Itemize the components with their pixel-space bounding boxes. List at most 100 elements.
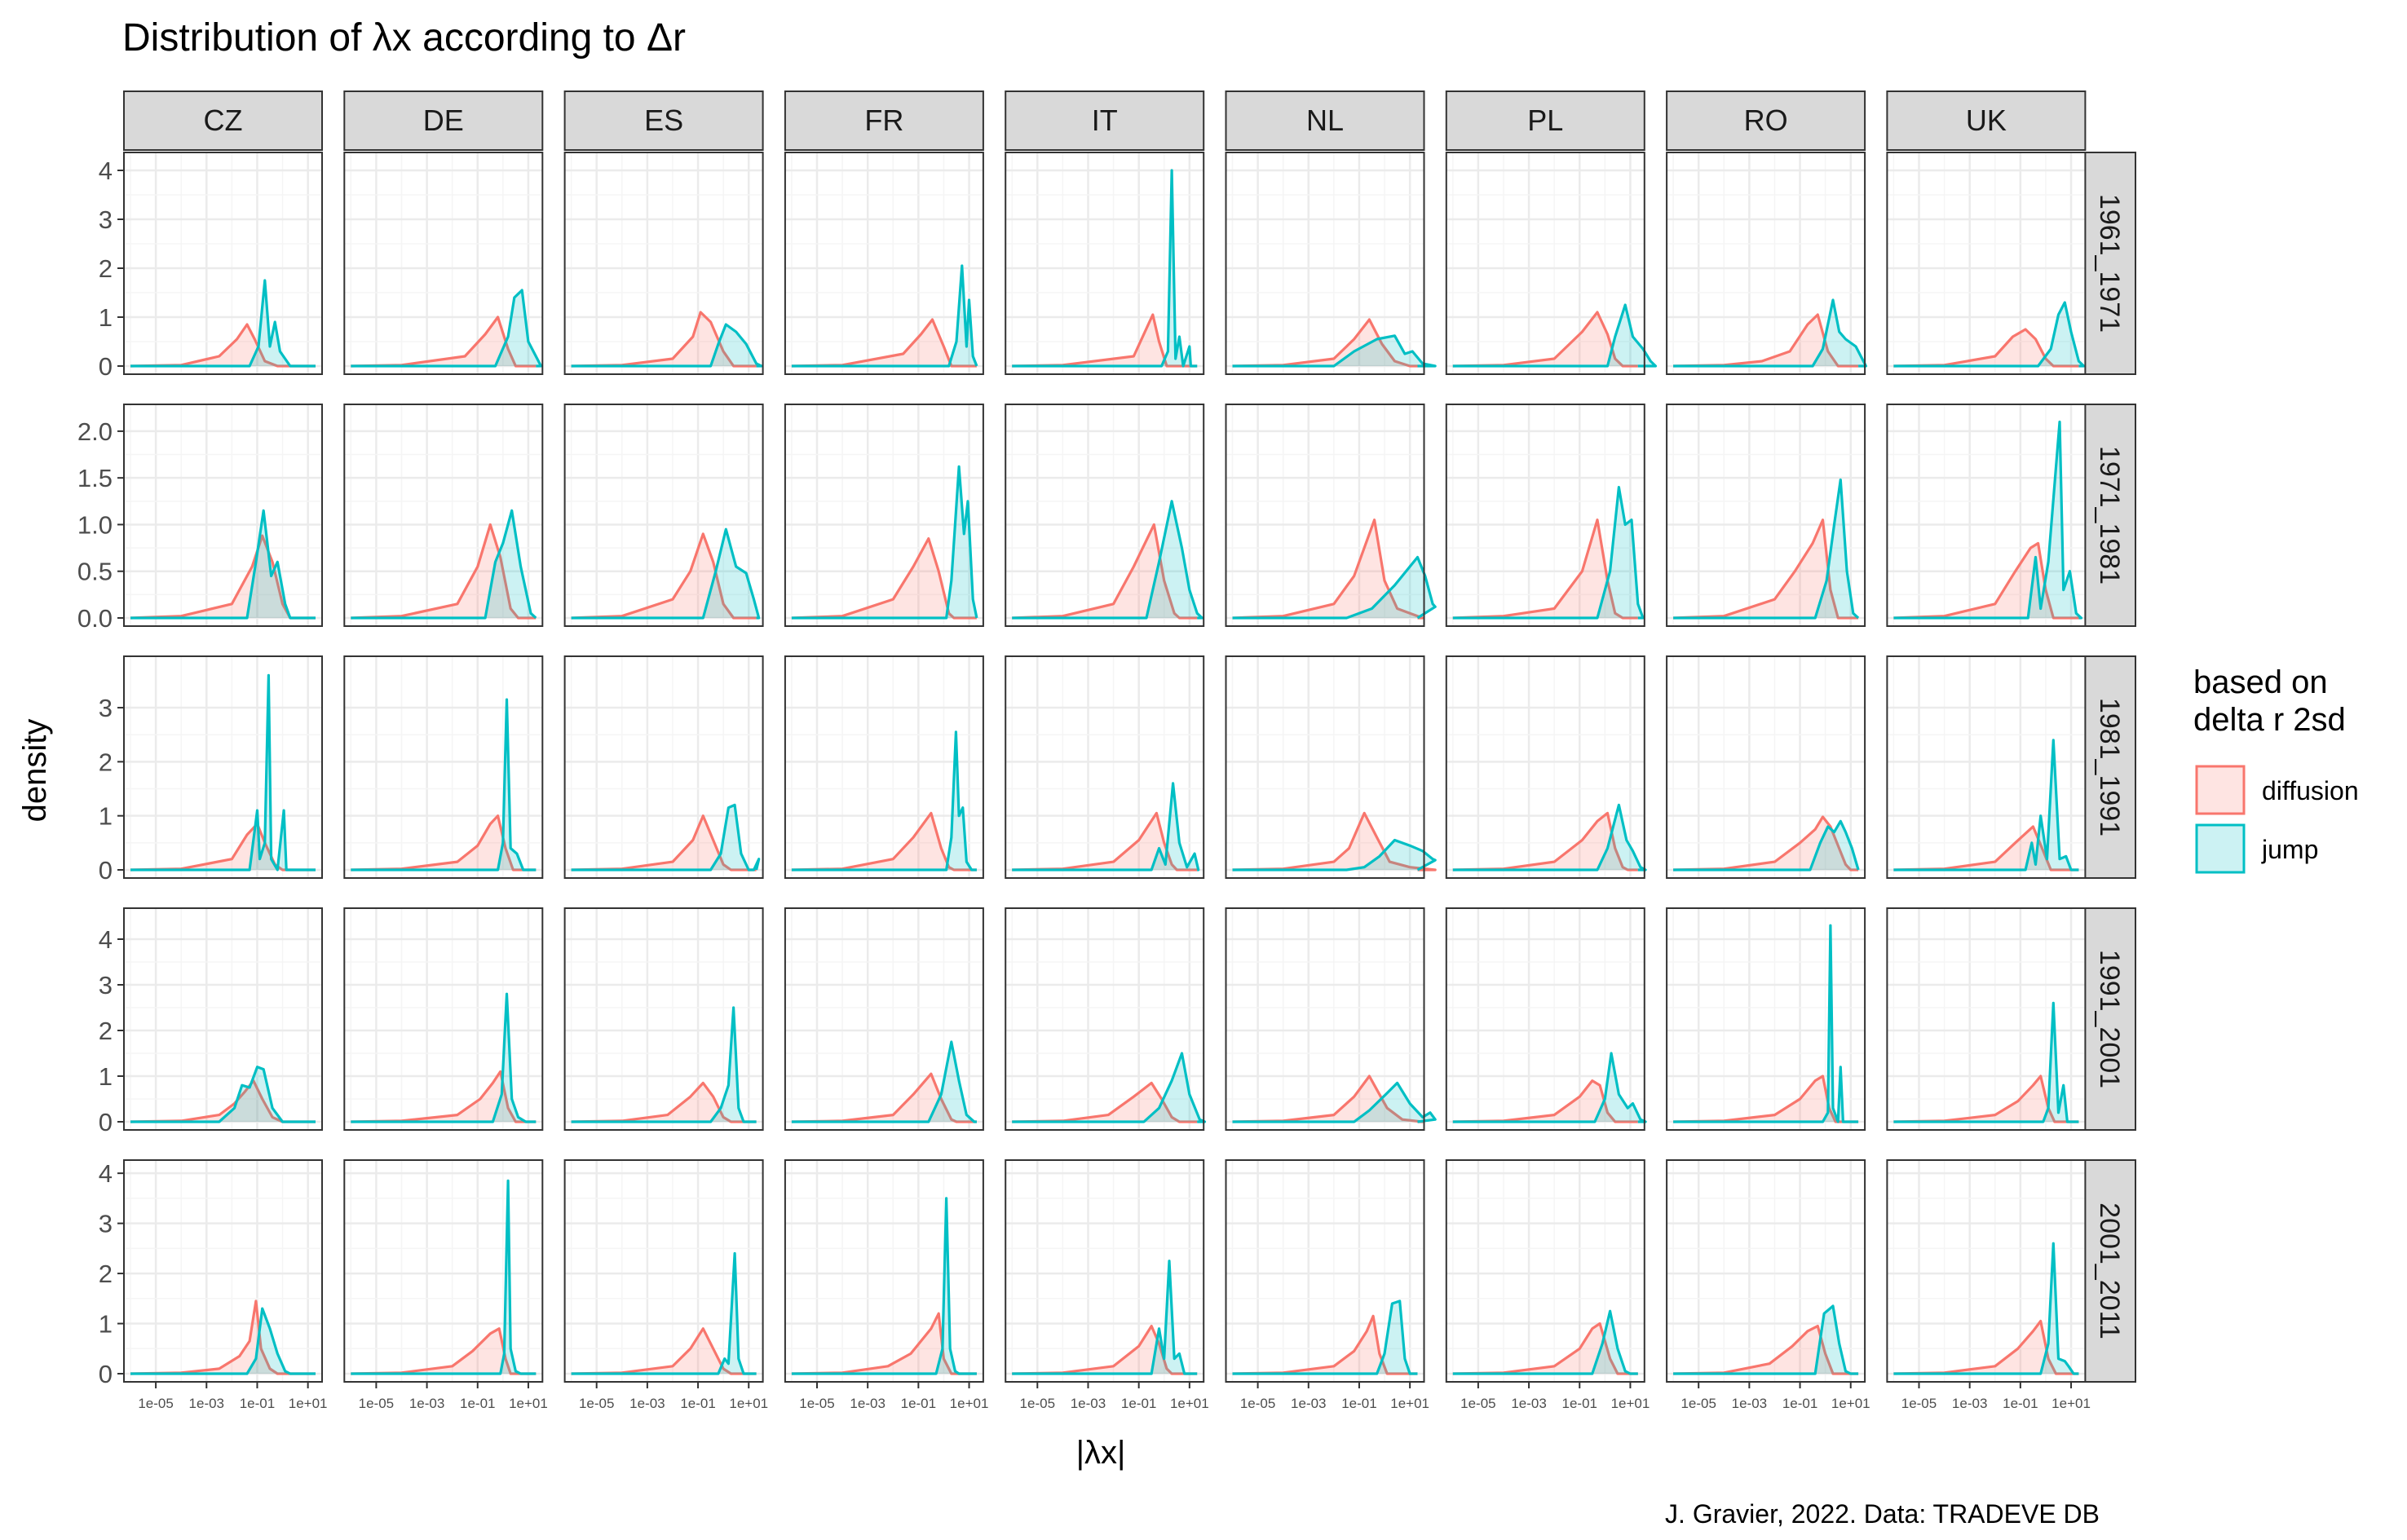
facet-panel bbox=[1666, 655, 1866, 879]
jump-density-line bbox=[1673, 1304, 1859, 1375]
panel-border bbox=[563, 907, 764, 1131]
panel-background bbox=[1446, 404, 1645, 626]
diffusion-density-line bbox=[1673, 815, 1859, 871]
legend-key-background bbox=[2195, 765, 2246, 815]
panel-border bbox=[1666, 152, 1866, 375]
panel-border bbox=[1886, 907, 2087, 1131]
panel-background bbox=[124, 152, 322, 374]
panel-border bbox=[123, 1159, 323, 1383]
y-tick-label: 1.0 bbox=[77, 510, 113, 539]
facet-panel bbox=[784, 907, 984, 1131]
panel-background bbox=[1667, 152, 1866, 374]
jump-density-area bbox=[1232, 840, 1436, 870]
facet-panel: 1e-05 1e-03 1e-01 1e+01 bbox=[1225, 1159, 1429, 1411]
diffusion-density-area bbox=[351, 1071, 537, 1122]
jump-density-line bbox=[571, 527, 761, 620]
x-tick-label: 1e-03 bbox=[1952, 1396, 1987, 1411]
x-tick-label: 1e+01 bbox=[1611, 1396, 1650, 1411]
diffusion-density-area bbox=[1452, 312, 1638, 366]
jump-density-area bbox=[130, 1308, 316, 1374]
x-tick-label: 1e+01 bbox=[2051, 1396, 2091, 1411]
column-strip-label: NL bbox=[1306, 104, 1344, 137]
facet-panel bbox=[1886, 907, 2087, 1131]
x-axis-title: |λx| bbox=[1076, 1435, 1126, 1471]
y-tick-label: 1 bbox=[99, 802, 113, 831]
diffusion-density-line bbox=[351, 1327, 537, 1375]
jump-density-line bbox=[1893, 739, 2079, 871]
panel-background bbox=[1226, 908, 1424, 1130]
panel-border bbox=[784, 907, 984, 1131]
diffusion-density-area bbox=[791, 1313, 977, 1374]
panel-border bbox=[784, 404, 984, 627]
x-tick-label: 1e-03 bbox=[850, 1396, 885, 1411]
jump-density-line bbox=[351, 1179, 537, 1375]
column-strip-label: RO bbox=[1744, 104, 1788, 137]
facet-panel bbox=[123, 152, 323, 375]
y-tick-label: 2 bbox=[99, 748, 113, 776]
y-tick-label: 4 bbox=[99, 157, 113, 185]
x-tick-label: 1e+01 bbox=[1390, 1396, 1429, 1411]
jump-density-line bbox=[1452, 1309, 1638, 1375]
panel-border bbox=[123, 907, 323, 1131]
diffusion-density-area bbox=[1452, 813, 1638, 870]
y-tick-label: 4 bbox=[99, 925, 113, 954]
panel-background bbox=[1446, 1160, 1645, 1382]
jump-density-line bbox=[1893, 1242, 2079, 1375]
column-strip bbox=[1666, 90, 1866, 151]
legend-key-jump bbox=[2195, 823, 2246, 874]
facet-panel bbox=[123, 655, 323, 879]
jump-density-line bbox=[791, 465, 978, 620]
jump-density-area bbox=[571, 805, 759, 870]
x-tick-label: 1e-03 bbox=[629, 1396, 665, 1411]
legend-label-diffusion: diffusion bbox=[2262, 776, 2359, 805]
x-tick-label: 1e+01 bbox=[1831, 1396, 1870, 1411]
panel-border bbox=[343, 907, 544, 1131]
panel-background bbox=[1667, 656, 1866, 878]
jump-density-line bbox=[1232, 555, 1437, 620]
panel-border bbox=[1445, 152, 1645, 375]
panel-background bbox=[1667, 908, 1866, 1130]
panel-border bbox=[784, 655, 984, 879]
panel-border bbox=[563, 655, 764, 879]
diffusion-density-area bbox=[791, 320, 977, 366]
facet-panel bbox=[1886, 655, 2087, 879]
panel-border bbox=[1005, 655, 1205, 879]
jump-density-line bbox=[1673, 924, 1859, 1123]
jump-density-line bbox=[1012, 500, 1204, 620]
jump-density-area bbox=[130, 1066, 316, 1122]
facet-panel bbox=[784, 655, 984, 879]
diffusion-density-area bbox=[1012, 813, 1198, 870]
diffusion-density-line bbox=[1673, 1325, 1859, 1375]
y-tick-label: 3 bbox=[99, 694, 113, 722]
diffusion-density-line bbox=[1232, 318, 1418, 368]
y-tick-label: 0.0 bbox=[77, 604, 113, 633]
panel-border bbox=[1666, 907, 1866, 1131]
jump-density-area bbox=[1452, 305, 1656, 366]
panel-border bbox=[784, 152, 984, 375]
row-strip bbox=[2079, 907, 2136, 1131]
x-tick-label: 1e-05 bbox=[799, 1396, 834, 1411]
facet-panel bbox=[1225, 404, 1437, 627]
facet-panel bbox=[784, 152, 984, 375]
diffusion-density-area bbox=[791, 813, 977, 870]
y-tick-label: 2 bbox=[99, 1260, 113, 1288]
diffusion-density-line bbox=[791, 1072, 977, 1123]
jump-density-area bbox=[1232, 1300, 1418, 1374]
diffusion-density-line bbox=[791, 1312, 977, 1375]
column-strip bbox=[1445, 90, 1645, 151]
facet-panel bbox=[343, 907, 544, 1131]
panel-background bbox=[784, 152, 983, 374]
facet-panel bbox=[1005, 404, 1205, 627]
diffusion-density-line bbox=[1893, 825, 2079, 871]
legend-title: delta r 2sd bbox=[2193, 702, 2346, 738]
panel-border bbox=[343, 1159, 544, 1383]
jump-density-area bbox=[1012, 783, 1199, 870]
diffusion-density-line bbox=[1452, 311, 1638, 368]
jump-density-line bbox=[130, 509, 316, 620]
panel-background bbox=[564, 152, 763, 374]
jump-density-line bbox=[791, 730, 977, 871]
facet-panel bbox=[784, 404, 984, 627]
panel-border bbox=[123, 152, 323, 375]
panel-border bbox=[563, 404, 764, 627]
facet-panel bbox=[563, 404, 764, 627]
